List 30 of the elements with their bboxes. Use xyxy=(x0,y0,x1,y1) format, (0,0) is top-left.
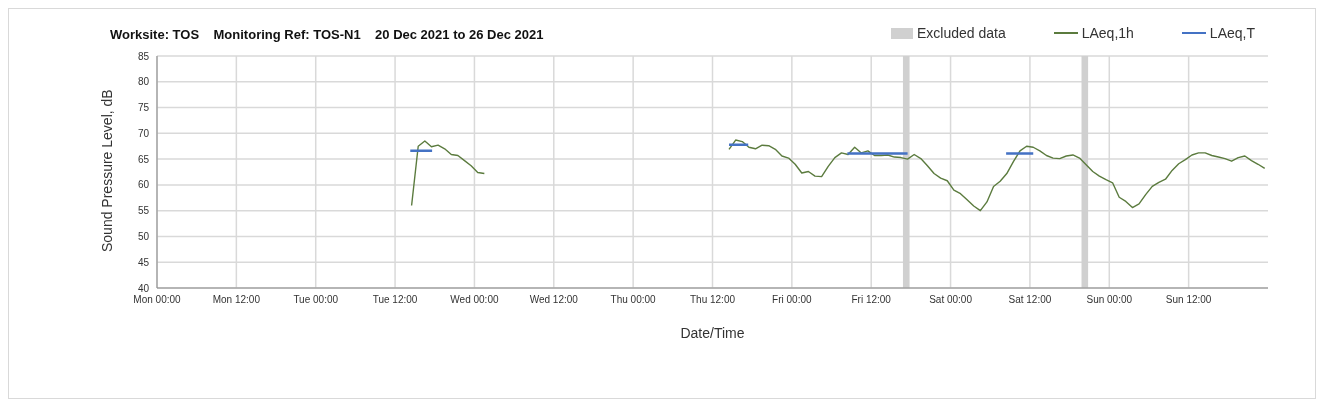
x-tick-label: Sun 12:00 xyxy=(1165,294,1212,306)
y-tick-label: 80 xyxy=(137,76,150,88)
y-tick-label: 60 xyxy=(137,179,150,191)
x-tick-label: Thu 00:00 xyxy=(610,294,657,306)
x-tick-label: Fri 00:00 xyxy=(772,294,813,306)
y-tick-label: 40 xyxy=(137,282,150,294)
legend-label: Excluded data xyxy=(916,25,1006,41)
y-tick-label: 70 xyxy=(137,127,150,139)
x-tick-label: Sun 00:00 xyxy=(1086,294,1133,306)
x-axis-title: Date/Time xyxy=(680,325,745,341)
x-tick-label: Mon 12:00 xyxy=(212,294,261,306)
x-tick-label: Thu 12:00 xyxy=(689,294,736,306)
x-tick-label: Tue 12:00 xyxy=(372,294,418,306)
x-tick-label: Wed 00:00 xyxy=(450,294,499,306)
y-tick-label: 50 xyxy=(137,230,150,242)
x-tick-label: Tue 00:00 xyxy=(293,294,339,306)
x-tick-label: Sat 12:00 xyxy=(1008,294,1052,306)
y-axis-title: Sound Pressure Level, dB xyxy=(98,89,115,252)
x-tick-label: Wed 12:00 xyxy=(529,294,579,306)
y-tick-label: 65 xyxy=(137,153,150,165)
legend-label: LAeq,T xyxy=(1209,25,1255,41)
chart-title: Worksite: TOS Monitoring Ref: TOS-N1 20 Dec 2021 to 26 Dec 2021 xyxy=(110,27,544,42)
x-tick-label: Mon 00:00 xyxy=(133,294,182,306)
y-tick-label: 85 xyxy=(137,50,150,62)
y-tick-label: 45 xyxy=(137,256,150,268)
x-tick-label: Sat 00:00 xyxy=(929,294,973,306)
y-tick-label: 55 xyxy=(137,205,150,217)
x-tick-label: Fri 12:00 xyxy=(851,294,892,306)
legend-label: LAeq,1h xyxy=(1081,25,1134,41)
y-tick-label: 75 xyxy=(137,102,150,114)
